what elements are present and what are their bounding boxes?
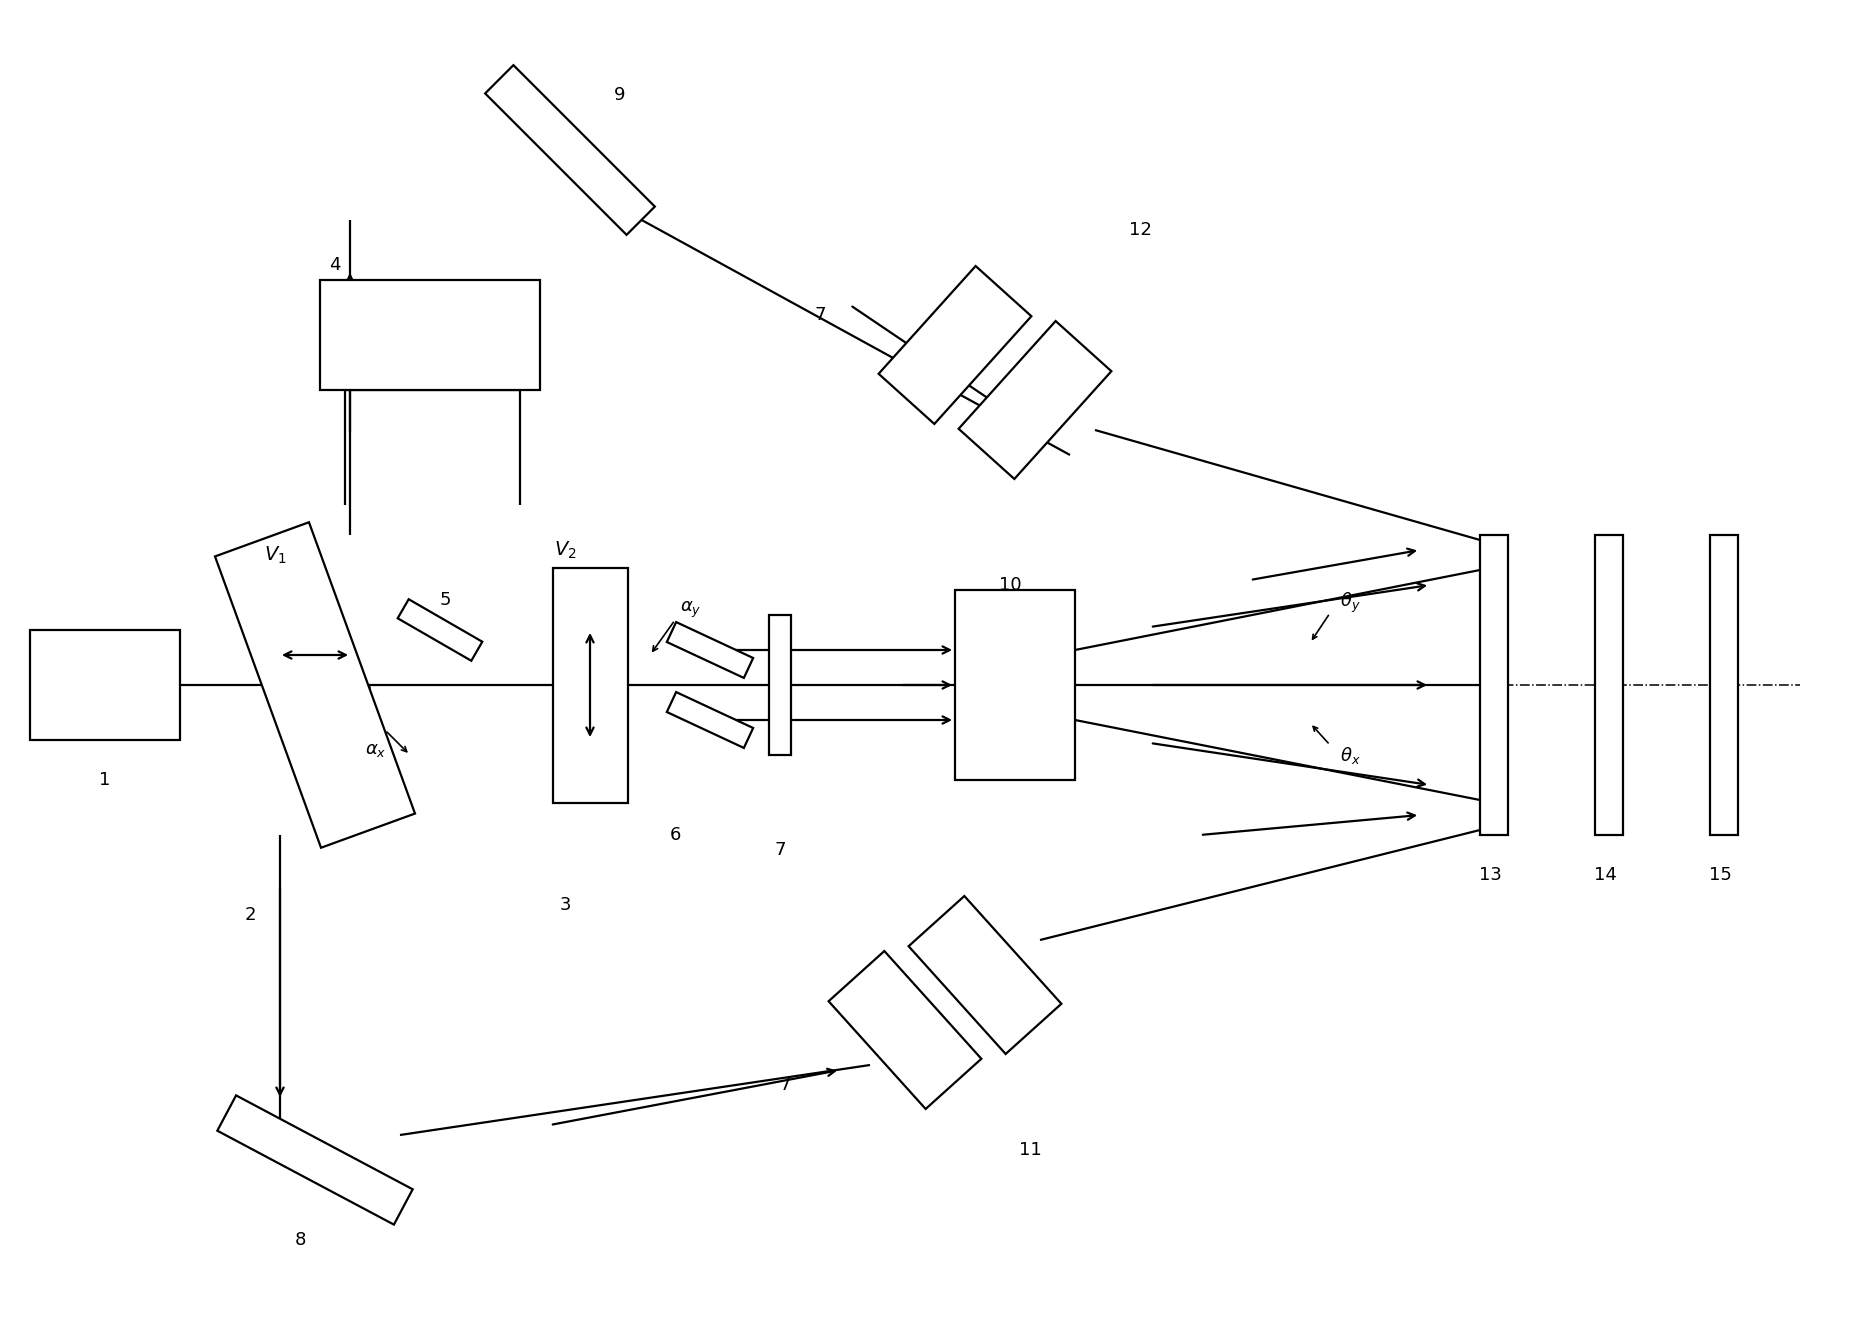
Text: 5: 5 [439,591,452,608]
Bar [1596,535,1623,835]
Polygon shape [666,622,753,678]
Polygon shape [829,951,981,1110]
Text: 1: 1 [100,770,111,789]
Polygon shape [959,322,1111,478]
Text: $\theta_x$: $\theta_x$ [1340,745,1360,765]
Text: 7: 7 [814,306,826,324]
Text: 6: 6 [670,825,681,844]
Text: 12: 12 [1129,221,1151,239]
Text: 3: 3 [559,896,570,914]
Text: 8: 8 [294,1231,305,1249]
Polygon shape [768,615,790,754]
Text: 7: 7 [779,1076,790,1093]
Text: 13: 13 [1479,866,1501,884]
Text: 14: 14 [1594,866,1616,884]
Text: 7: 7 [774,842,787,859]
Polygon shape [666,691,753,748]
Polygon shape [909,896,1061,1055]
Text: 15: 15 [1708,866,1731,884]
Bar [30,630,180,740]
Polygon shape [552,568,627,803]
Text: $\alpha_x$: $\alpha_x$ [365,741,387,758]
Polygon shape [217,1095,413,1225]
Polygon shape [215,523,415,848]
Polygon shape [879,267,1031,423]
Text: 4: 4 [329,256,341,273]
Polygon shape [485,66,655,234]
Text: 9: 9 [615,86,626,105]
Text: 2: 2 [244,906,255,925]
Bar [1481,535,1509,835]
Text: $\alpha_y$: $\alpha_y$ [679,600,702,620]
Polygon shape [398,599,483,661]
Text: $V_2$: $V_2$ [553,540,576,560]
Text: $\theta_y$: $\theta_y$ [1340,591,1360,615]
Text: 11: 11 [1018,1140,1042,1159]
Bar [955,590,1075,780]
Bar [1710,535,1738,835]
Text: $V_1$: $V_1$ [263,544,287,565]
Text: 10: 10 [1000,576,1022,594]
Bar [320,280,540,390]
